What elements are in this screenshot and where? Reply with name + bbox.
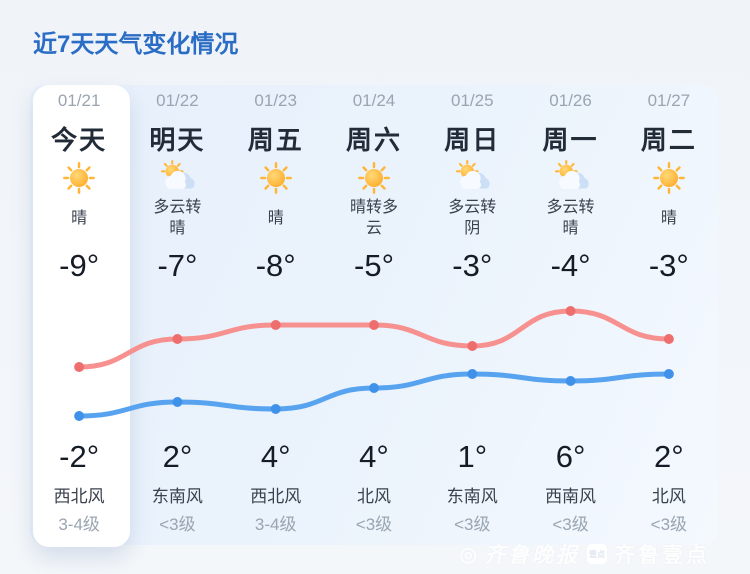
forecast-panel: 01/21 今天 晴 -9° -2° 西北风 3-4级 01/22 明天 多云转…: [30, 85, 718, 547]
wind-direction: 西北风: [250, 486, 302, 506]
sunny-icon: [652, 162, 685, 194]
chart-spacer: [423, 292, 521, 432]
chart-spacer: [325, 292, 423, 432]
chart-spacer: [30, 292, 128, 432]
day-column-tuesday[interactable]: 01/27 周二 晴 -3° 2° 北风 <3级: [620, 85, 718, 545]
condition-label: 晴: [267, 209, 284, 227]
date-label: 01/22: [156, 91, 199, 110]
wind-direction: 西北风: [53, 486, 105, 506]
day-column-friday[interactable]: 01/23 周五 晴 -8° 4° 西北风 3-4级: [227, 85, 325, 545]
day-temperature: 4°: [359, 439, 389, 474]
night-low-temp-point: [467, 369, 478, 379]
chart-spacer: [521, 292, 619, 432]
yidian-badge-icon: 壹点: [587, 544, 607, 564]
night-low-temp-point: [270, 404, 281, 414]
wind-direction: 东南风: [446, 486, 498, 506]
date-label: 01/27: [647, 91, 691, 110]
date-label: 01/25: [451, 91, 494, 110]
qilu-evening-news-logo-icon: ◎: [459, 543, 477, 566]
day-column-tomorrow[interactable]: 01/22 明天 多云转 晴 -7° 2° 东南风 <3级: [128, 85, 226, 545]
day-high-temp-point: [369, 320, 379, 330]
day-label: 周六: [345, 124, 402, 155]
night-temperature: -8°: [255, 247, 296, 283]
day-label: 周五: [247, 124, 304, 155]
condition-label: 多云转 晴: [153, 199, 202, 237]
night-low-temp-point: [369, 383, 379, 393]
partly-cloudy-icon: [554, 160, 590, 190]
date-label: 01/26: [549, 91, 592, 110]
watermark: ◎ 齐鲁晚报 壹点 齐鲁壹点: [460, 539, 710, 569]
forecast-grid: 01/21 今天 晴 -9° -2° 西北风 3-4级 01/22 明天 多云转…: [30, 85, 718, 545]
selected-day-card: [33, 85, 130, 547]
day-high-temp-point: [467, 341, 478, 351]
wind-level: <3级: [454, 514, 491, 534]
day-column-sunday[interactable]: 01/25 周日 多云转 阴 -3° 1° 东南风 <3级: [423, 85, 521, 545]
day-temperature: 1°: [457, 439, 488, 474]
wind-level: 3-4级: [254, 514, 297, 534]
wind-direction: 北风: [356, 486, 391, 506]
day-high-temp-point: [74, 362, 85, 372]
wind-direction: 西南风: [545, 486, 597, 506]
partly-cloudy-icon: [161, 160, 197, 190]
night-temperature: -9°: [59, 247, 100, 283]
temperature-trend-chart: [74, 306, 674, 421]
wind-direction: 北风: [651, 486, 686, 506]
day-temperature: -2°: [59, 439, 100, 474]
day-high-temp-point: [172, 334, 183, 344]
date-label: 01/21: [57, 91, 101, 110]
night-temperature: -3°: [648, 247, 689, 283]
sunny-icon: [358, 162, 390, 194]
wind-level: <3级: [355, 514, 393, 534]
day-column-saturday[interactable]: 01/24 周六 晴转多 云 -5° 4° 北风 <3级: [325, 85, 423, 545]
night-low-temp-point: [74, 411, 85, 421]
day-label: 周一: [542, 124, 599, 155]
date-label: 01/23: [254, 91, 297, 110]
night-temperature: -3°: [452, 247, 493, 283]
wind-direction: 东南风: [151, 486, 203, 506]
chart-spacer: [128, 292, 226, 432]
day-label: 今天: [51, 124, 108, 155]
night-temperature: -5°: [354, 247, 394, 283]
partly-cloudy-icon: [456, 160, 491, 190]
condition-label: 多云转 晴: [546, 199, 595, 237]
watermark-app-name: 齐鲁壹点: [614, 544, 710, 567]
day-high-temp-point: [663, 334, 674, 344]
watermark-paper-name: 齐鲁晚报: [484, 544, 580, 567]
sunny-icon: [259, 162, 292, 194]
wind-level: <3级: [159, 514, 196, 534]
chart-spacer: [227, 292, 325, 432]
day-temperature: 2°: [654, 439, 684, 474]
condition-label: 晴: [660, 209, 677, 227]
day-temperature: 6°: [555, 439, 586, 474]
night-temperature: -7°: [157, 247, 198, 283]
day-high-temp-point: [565, 306, 576, 316]
night-low-temp-point: [565, 376, 576, 386]
chart-spacer: [620, 292, 718, 432]
day-label: 周日: [444, 124, 501, 155]
night-temperature: -4°: [550, 247, 591, 283]
condition-label: 晴转多 云: [349, 199, 398, 237]
night-low-temp-point: [172, 397, 183, 407]
day-temperature: 4°: [260, 439, 291, 474]
condition-label: 多云转 阴: [448, 199, 497, 237]
day-column-today[interactable]: 01/21 今天 晴 -9° -2° 西北风 3-4级: [30, 85, 128, 545]
day-label: 明天: [149, 124, 206, 155]
day-high-temp-point: [270, 320, 281, 330]
sunny-icon: [63, 162, 96, 194]
condition-label: 晴: [71, 209, 88, 227]
night-low-temp-point: [663, 369, 674, 379]
wind-level: 3-4级: [58, 514, 100, 534]
page-title: 近7天天气变化情况: [33, 31, 239, 58]
wind-level: <3级: [650, 514, 688, 534]
day-column-monday[interactable]: 01/26 周一 多云转 晴 -4° 6° 西南风 <3级: [521, 85, 619, 545]
wind-level: <3级: [552, 514, 589, 534]
date-label: 01/24: [352, 91, 396, 110]
day-temperature: 2°: [162, 439, 193, 474]
day-label: 周二: [640, 124, 697, 155]
